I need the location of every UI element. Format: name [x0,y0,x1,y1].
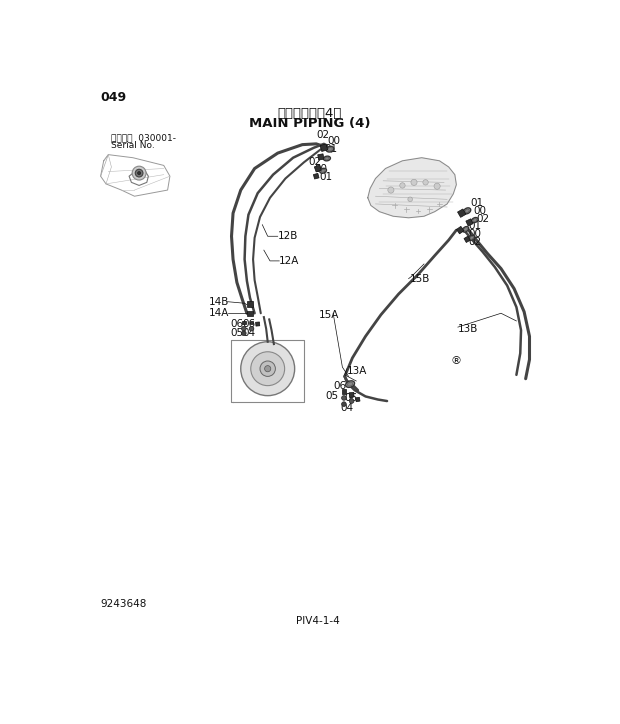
Ellipse shape [347,382,353,386]
Bar [355,397,360,402]
Ellipse shape [325,157,329,160]
Text: 06: 06 [333,381,347,391]
Bar [314,165,321,172]
Text: 12B: 12B [278,231,298,241]
Text: 049: 049 [100,91,126,104]
Bar [247,301,253,307]
Text: MAIN PIPING (4): MAIN PIPING (4) [249,117,371,130]
Text: 15B: 15B [410,274,430,284]
Text: 05: 05 [231,328,244,338]
Circle shape [249,327,254,331]
Circle shape [388,187,394,193]
Circle shape [241,342,294,395]
Ellipse shape [469,235,475,240]
Circle shape [138,172,141,174]
Circle shape [342,402,346,406]
Ellipse shape [473,219,477,222]
Circle shape [250,352,285,386]
Ellipse shape [320,169,327,173]
Text: 02: 02 [316,130,329,140]
Circle shape [423,180,428,185]
Text: 00: 00 [468,229,481,239]
Text: 02: 02 [468,237,481,248]
Bar [456,227,464,234]
Ellipse shape [470,236,474,239]
Bar [342,390,346,394]
Circle shape [242,327,246,331]
Bar [247,311,253,316]
Ellipse shape [321,169,325,172]
Text: 01: 01 [319,172,332,182]
Text: 00: 00 [327,136,340,146]
Ellipse shape [465,209,469,213]
Text: 06: 06 [242,319,255,329]
Ellipse shape [328,148,332,151]
Ellipse shape [326,146,334,152]
Circle shape [400,182,405,188]
Bar [320,144,328,151]
Text: 13A: 13A [347,366,368,376]
Text: Serial No.: Serial No. [112,141,155,150]
Text: PIV4-1-4: PIV4-1-4 [296,616,340,626]
Text: 02: 02 [309,157,322,167]
Text: ®: ® [451,356,462,366]
Text: 14A: 14A [208,308,229,319]
Circle shape [265,366,271,372]
Text: 13B: 13B [458,324,478,334]
Circle shape [349,399,354,403]
Circle shape [260,361,275,376]
Bar [349,392,354,397]
Text: 00: 00 [473,206,486,216]
Bar [255,322,260,326]
Ellipse shape [472,217,478,223]
Circle shape [342,395,346,400]
Circle shape [135,169,143,177]
Circle shape [434,183,440,189]
Bar [466,219,473,226]
Circle shape [408,197,412,201]
Ellipse shape [463,227,469,232]
Text: 06: 06 [345,393,358,403]
Bar [317,153,324,160]
Text: 14B: 14B [208,297,229,307]
Bar [313,173,319,179]
Bar [242,321,246,324]
Circle shape [411,180,417,185]
Text: 05: 05 [326,391,339,400]
Text: 15A: 15A [319,310,340,320]
Ellipse shape [464,227,467,231]
Text: 04: 04 [341,403,354,413]
Text: 01: 01 [470,198,484,209]
Text: メイン配管（4）: メイン配管（4） [278,106,342,119]
Ellipse shape [464,208,471,214]
Ellipse shape [324,156,330,161]
Text: 01: 01 [324,144,337,154]
Text: 00: 00 [314,164,327,174]
Bar [458,209,466,217]
Text: 06: 06 [231,319,244,329]
Ellipse shape [345,381,355,387]
Circle shape [132,167,146,180]
Text: 01: 01 [468,222,481,231]
Text: 02: 02 [476,214,490,224]
Text: 04: 04 [242,328,255,338]
Text: 12A: 12A [279,256,299,266]
Bar [464,236,471,243]
Text: 適用号機  030001-: 適用号機 030001- [112,133,176,142]
Bar [250,321,254,324]
Text: 9243648: 9243648 [100,599,147,610]
Circle shape [242,331,246,336]
Polygon shape [368,158,456,218]
